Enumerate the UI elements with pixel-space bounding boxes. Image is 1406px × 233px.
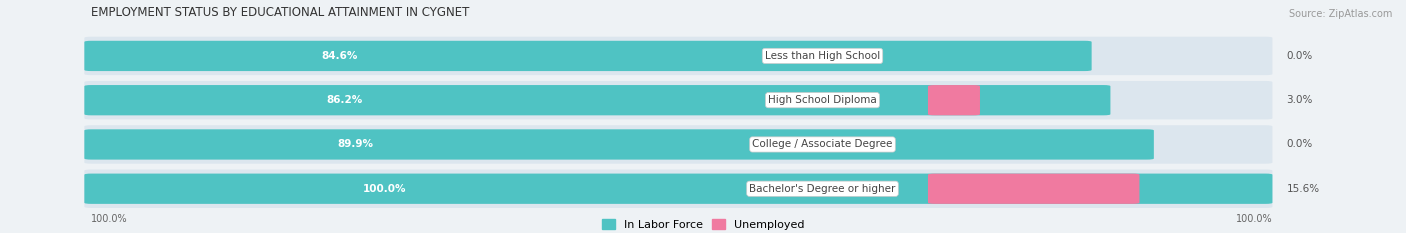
Text: 0.0%: 0.0%: [1286, 140, 1313, 149]
Text: 15.6%: 15.6%: [1286, 184, 1320, 194]
Text: Less than High School: Less than High School: [765, 51, 880, 61]
FancyBboxPatch shape: [84, 81, 1272, 119]
Text: 89.9%: 89.9%: [337, 140, 373, 149]
FancyBboxPatch shape: [928, 85, 980, 115]
Text: 0.0%: 0.0%: [1286, 51, 1313, 61]
FancyBboxPatch shape: [84, 85, 1111, 115]
Text: 3.0%: 3.0%: [1286, 95, 1313, 105]
FancyBboxPatch shape: [84, 170, 1272, 208]
Text: 86.2%: 86.2%: [326, 95, 363, 105]
FancyBboxPatch shape: [84, 129, 1154, 160]
Text: High School Diploma: High School Diploma: [768, 95, 877, 105]
FancyBboxPatch shape: [84, 37, 1272, 75]
FancyBboxPatch shape: [84, 41, 1091, 71]
Text: 84.6%: 84.6%: [322, 51, 359, 61]
Text: College / Associate Degree: College / Associate Degree: [752, 140, 893, 149]
FancyBboxPatch shape: [84, 125, 1272, 164]
Legend: In Labor Force, Unemployed: In Labor Force, Unemployed: [602, 219, 804, 230]
FancyBboxPatch shape: [928, 174, 1139, 204]
Text: Source: ZipAtlas.com: Source: ZipAtlas.com: [1288, 9, 1392, 19]
Text: EMPLOYMENT STATUS BY EDUCATIONAL ATTAINMENT IN CYGNET: EMPLOYMENT STATUS BY EDUCATIONAL ATTAINM…: [91, 6, 470, 19]
Text: 100.0%: 100.0%: [1236, 214, 1272, 224]
Text: Bachelor's Degree or higher: Bachelor's Degree or higher: [749, 184, 896, 194]
FancyBboxPatch shape: [84, 174, 1272, 204]
Text: 100.0%: 100.0%: [363, 184, 406, 194]
Text: 100.0%: 100.0%: [91, 214, 128, 224]
